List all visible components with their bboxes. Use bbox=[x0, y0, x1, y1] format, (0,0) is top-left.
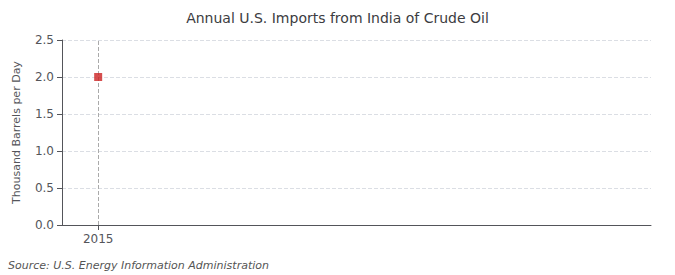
svg-text:Source: U.S. Energy Informatio: Source: U.S. Energy Information Administ… bbox=[8, 259, 269, 272]
svg-text:2.5: 2.5 bbox=[35, 33, 54, 47]
svg-text:Thousand Barrels per Day: Thousand Barrels per Day bbox=[10, 61, 23, 205]
svg-text:0.5: 0.5 bbox=[35, 181, 54, 195]
svg-text:2.0: 2.0 bbox=[35, 70, 54, 84]
svg-text:2015: 2015 bbox=[83, 232, 114, 246]
svg-text:1.0: 1.0 bbox=[35, 144, 54, 158]
svg-text:1.5: 1.5 bbox=[35, 107, 54, 121]
svg-text:0.0: 0.0 bbox=[35, 218, 54, 232]
svg-text:Annual U.S. Imports from India: Annual U.S. Imports from India of Crude … bbox=[186, 10, 489, 26]
